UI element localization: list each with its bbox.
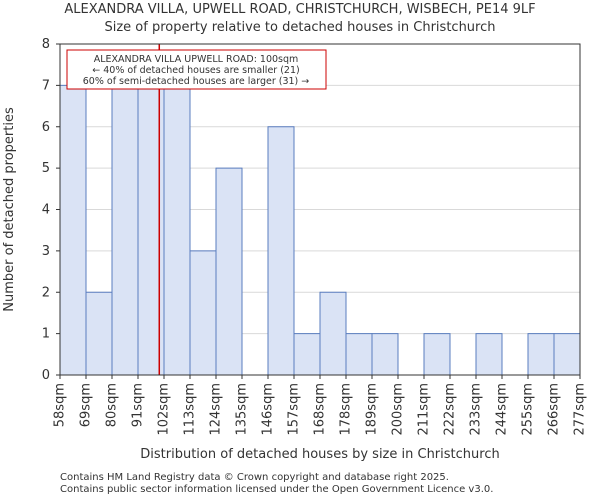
bar [319, 291, 347, 376]
x-tick-label: 178sqm [339, 383, 354, 436]
y-tick-label: 7 [42, 78, 50, 93]
bar [111, 84, 139, 376]
bar [371, 333, 399, 376]
bar [345, 333, 373, 376]
y-tick-label: 3 [42, 244, 50, 259]
bar [59, 84, 87, 376]
y-tick-label: 4 [42, 203, 50, 218]
x-tick-label: 157sqm [287, 383, 302, 436]
x-tick-label: 146sqm [261, 383, 276, 436]
x-tick-label: 255sqm [521, 383, 536, 436]
bar-chart: 0 1 2 3 4 5 6 7 8 58sqm 69sqm 80sqm 91sqm 102sqm 113s… [2, 37, 588, 462]
bar [137, 84, 165, 376]
x-tick-label: 58sqm [53, 383, 68, 427]
x-tick-label: 277sqm [573, 383, 588, 436]
y-tick-label: 6 [42, 120, 50, 135]
bar [553, 333, 581, 376]
annotation-box: ALEXANDRA VILLA UPWELL ROAD: 100sqm ← 40… [66, 49, 327, 90]
x-tick-label: 91sqm [131, 383, 146, 427]
x-tick-label: 200sqm [391, 383, 406, 436]
x-tick-label: 244sqm [495, 383, 510, 436]
bar [189, 250, 217, 376]
x-tick-label: 266sqm [547, 383, 562, 436]
y-axis-ticks: 0 1 2 3 4 5 6 7 8 [42, 37, 60, 383]
y-tick-label: 2 [42, 285, 50, 300]
plot-area-frame [59, 43, 581, 376]
bar [267, 126, 295, 376]
bars [59, 84, 581, 376]
bar [475, 333, 503, 376]
bar [423, 333, 451, 376]
x-tick-label: 80sqm [105, 383, 120, 427]
annotation-box-frame [66, 49, 327, 90]
annotation-line-3: 60% of semi-detached houses are larger (… [83, 76, 310, 87]
chart-title: ALEXANDRA VILLA, UPWELL ROAD, CHRISTCHUR… [64, 2, 536, 17]
y-tick-label: 8 [42, 37, 50, 52]
x-tick-label: 189sqm [365, 383, 380, 436]
y-tick-label: 1 [42, 327, 50, 342]
y-tick-label: 0 [42, 368, 50, 383]
x-tick-label: 113sqm [183, 383, 198, 436]
x-tick-label: 211sqm [417, 383, 432, 436]
x-tick-label: 135sqm [235, 383, 250, 436]
x-tick-label: 69sqm [79, 383, 94, 427]
footer-line-2: Contains public sector information licen… [60, 484, 494, 495]
bar [293, 333, 321, 376]
bar [527, 333, 555, 376]
annotation-line-2: ← 40% of detached houses are smaller (21… [92, 65, 299, 76]
annotation-line-1: ALEXANDRA VILLA UPWELL ROAD: 100sqm [94, 54, 299, 65]
chart-subtitle: Size of property relative to detached ho… [104, 20, 496, 35]
bar [85, 291, 113, 376]
bar [215, 167, 243, 376]
x-tick-label: 102sqm [157, 383, 172, 436]
x-axis-ticks: 58sqm 69sqm 80sqm 91sqm 102sqm 113sqm 124sqm 13… [53, 375, 588, 436]
x-tick-label: 233sqm [469, 383, 484, 436]
y-tick-label: 5 [42, 161, 50, 176]
bar [163, 84, 191, 376]
footer-line-1: Contains HM Land Registry data © Crown c… [60, 472, 449, 483]
y-axis-label: Number of detached properties [2, 107, 17, 312]
x-tick-label: 124sqm [209, 383, 224, 436]
x-tick-label: 168sqm [313, 383, 328, 436]
x-tick-label: 222sqm [443, 383, 458, 436]
x-axis-label: Distribution of detached houses by size … [140, 447, 499, 462]
